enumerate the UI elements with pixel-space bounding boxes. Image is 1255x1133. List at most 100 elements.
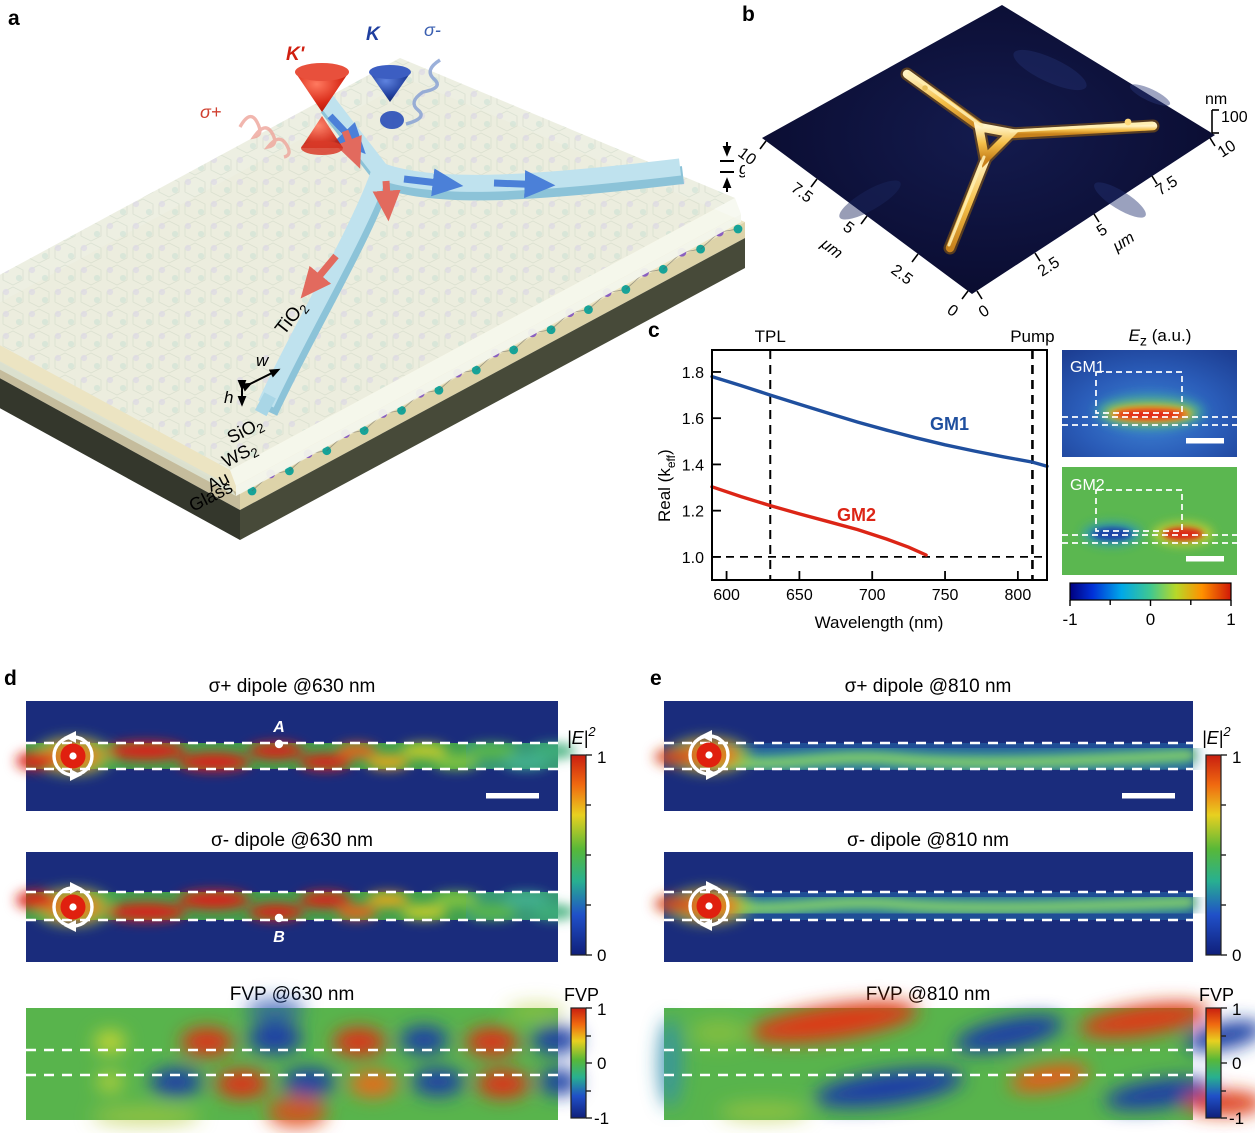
svg-text:0: 0 [1232,1054,1241,1073]
k-label: K [366,24,381,45]
svg-text:2.5: 2.5 [888,262,916,289]
svg-text:1.8: 1.8 [682,365,704,382]
gm1-curve [710,374,1049,468]
ez-title: Ez (a.u.) [1128,326,1192,350]
svg-text:1: 1 [597,1000,606,1019]
map-sigma-minus-810 [654,852,1194,962]
svg-text:1: 1 [1232,748,1241,767]
svg-text:-1: -1 [1229,1109,1244,1128]
svg-text:μm: μm [1109,229,1138,256]
scale-bar [486,793,539,799]
plot-xlabel: Wavelength (nm) [815,613,944,632]
svg-text:|E|2: |E|2 [1202,724,1231,748]
svg-text:7.5: 7.5 [1153,173,1181,199]
svg-text:FVP: FVP [564,985,599,1005]
map-sigma-plus-810 [654,701,1194,811]
k-prime-exciton-cones [295,63,349,155]
svg-text:1: 1 [597,748,606,767]
panel-e-letter: e [650,667,662,690]
panel-b-afm: 10 7.5 5 μm 2.5 0 0 2.5 5 μm 7.5 10 nm 1… [735,5,1248,321]
gm1-label: GM1 [930,414,969,434]
waveguide-dimension-arrows [237,368,281,407]
svg-text:650: 650 [786,587,813,604]
svg-text:σ+ dipole @630 nm: σ+ dipole @630 nm [209,676,376,697]
svg-text:750: 750 [932,587,959,604]
scale-bar [1122,793,1175,799]
propagation-arrows [300,113,556,299]
svg-text:7.5: 7.5 [788,180,816,207]
colorbar-e2-e: |E|2 1 0 [1202,724,1241,965]
svg-text:σ+ dipole @810 nm: σ+ dipole @810 nm [845,676,1012,697]
svg-text:1.2: 1.2 [682,504,704,521]
panel-c-mode-insets: GM1 GM2 -1 0 1 [1062,350,1237,629]
sio2-slab [0,58,741,496]
afm-z-max: 100 [1221,109,1248,126]
panel-d-letter: d [4,667,17,690]
svg-text:1.6: 1.6 [682,411,704,428]
svg-text:10: 10 [735,145,760,169]
gm2-curve [710,485,928,557]
svg-text:1: 1 [1232,1000,1241,1019]
svg-text:800: 800 [1005,587,1032,604]
height-label: h [224,388,233,407]
width-label: w [256,351,270,370]
plot-ylabel: Real (keff) [655,449,678,522]
svg-text:-1: -1 [594,1109,609,1128]
svg-text:FVP: FVP [1199,985,1234,1005]
panel-c-letter: c [648,319,660,342]
svg-text:FVP @810 nm: FVP @810 nm [866,984,991,1005]
svg-text:1.0: 1.0 [682,550,704,567]
svg-text:0: 0 [1232,946,1241,965]
svg-text:σ- dipole @630 nm: σ- dipole @630 nm [211,830,373,851]
svg-text:5: 5 [1094,221,1111,240]
svg-text:2.5: 2.5 [1035,254,1063,280]
svg-text:600: 600 [713,587,740,604]
map-fvp-630 [26,998,580,1128]
plot-tick-labels: 600 650 700 750 800 1.0 1.2 1.4 1.6 1.8 [682,365,1032,604]
panel-a-letter: a [8,7,20,30]
svg-text:0: 0 [1146,610,1155,629]
afm-axis-ticks [759,109,1219,300]
afm-y-structure [900,67,1160,255]
sigma-minus-spiral [405,58,441,126]
sigma-plus-spiral [238,114,291,159]
svg-text:1: 1 [1226,610,1235,629]
point-b-label: B [273,929,285,946]
svg-text:GM1: GM1 [1070,359,1105,376]
svg-text:|E|2: |E|2 [567,724,596,748]
point-b-marker [274,913,284,923]
svg-text:0: 0 [597,946,606,965]
map-fvp-810 [658,1001,1255,1122]
plot-ticks [713,371,1019,579]
svg-text:-1: -1 [1062,610,1077,629]
point-a-label: A [272,719,285,736]
map-sigma-minus-630: B [16,852,576,962]
gap-label: g [739,159,745,178]
plot-frame [711,349,1048,581]
map-sigma-plus-630: A [16,701,576,811]
point-a-marker [274,739,284,749]
gm2-mode-map: GM2 [1062,467,1237,575]
ez-colorbar: -1 0 1 [1062,582,1236,629]
svg-text:σ- dipole @810 nm: σ- dipole @810 nm [847,830,1009,851]
gap-annotation [720,142,734,192]
gm1-mode-map: GM1 [1062,350,1237,457]
pump-label: Pump [1010,327,1054,346]
colorbar-fvp-d: FVP 1 0 -1 [564,985,609,1128]
colorbar-fvp-e: FVP 1 0 -1 [1199,985,1244,1128]
afm-z-unit: nm [1205,91,1227,108]
panels-d-e-maps: σ+ dipole @630 nm σ- dipole @630 nm FVP … [16,676,1255,1128]
sigma-plus-label: σ+ [200,102,221,122]
panel-c-plot: 600 650 700 750 800 1.0 1.2 1.4 1.6 1.8 … [655,327,1055,632]
svg-text:700: 700 [859,587,886,604]
panel-a-schematic: g [0,20,745,540]
panel-b-letter: b [742,3,755,26]
svg-text:10: 10 [1215,137,1239,161]
k-prime-label: K' [286,44,306,65]
svg-text:GM2: GM2 [1070,477,1105,494]
afm-noise [839,49,1171,220]
svg-text:0: 0 [597,1054,606,1073]
colorbar-e2-d: |E|2 1 0 [567,724,606,965]
svg-text:5: 5 [840,219,857,238]
